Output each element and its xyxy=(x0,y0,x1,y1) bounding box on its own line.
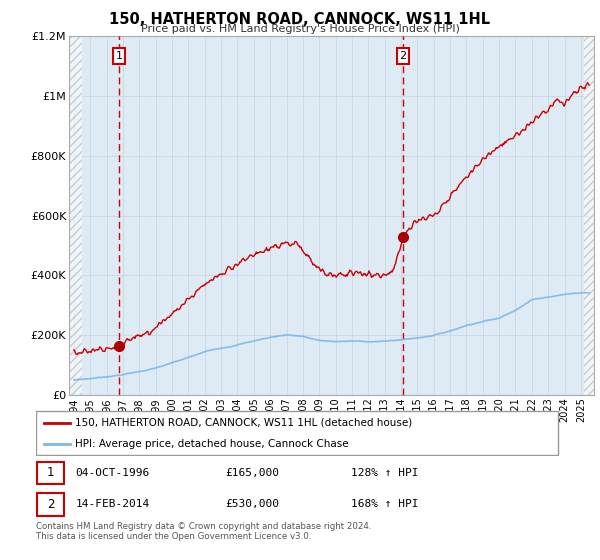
FancyBboxPatch shape xyxy=(37,461,64,484)
Text: 128% ↑ HPI: 128% ↑ HPI xyxy=(351,468,419,478)
Text: 1: 1 xyxy=(47,466,55,479)
FancyBboxPatch shape xyxy=(37,493,64,516)
Text: Contains HM Land Registry data © Crown copyright and database right 2024.
This d: Contains HM Land Registry data © Crown c… xyxy=(36,522,371,542)
Text: 150, HATHERTON ROAD, CANNOCK, WS11 1HL (detached house): 150, HATHERTON ROAD, CANNOCK, WS11 1HL (… xyxy=(76,418,413,428)
Text: 14-FEB-2014: 14-FEB-2014 xyxy=(76,500,149,510)
Text: HPI: Average price, detached house, Cannock Chase: HPI: Average price, detached house, Cann… xyxy=(76,439,349,449)
Text: £165,000: £165,000 xyxy=(225,468,279,478)
Text: 168% ↑ HPI: 168% ↑ HPI xyxy=(351,500,419,510)
Text: 150, HATHERTON ROAD, CANNOCK, WS11 1HL: 150, HATHERTON ROAD, CANNOCK, WS11 1HL xyxy=(109,12,491,27)
Text: 2: 2 xyxy=(47,498,55,511)
Bar xyxy=(584,36,594,395)
Text: £530,000: £530,000 xyxy=(225,500,279,510)
Text: 2: 2 xyxy=(400,51,407,60)
Bar xyxy=(69,36,82,395)
Text: 1: 1 xyxy=(115,51,122,60)
FancyBboxPatch shape xyxy=(36,412,559,455)
Text: 04-OCT-1996: 04-OCT-1996 xyxy=(76,468,149,478)
Text: Price paid vs. HM Land Registry's House Price Index (HPI): Price paid vs. HM Land Registry's House … xyxy=(140,24,460,34)
